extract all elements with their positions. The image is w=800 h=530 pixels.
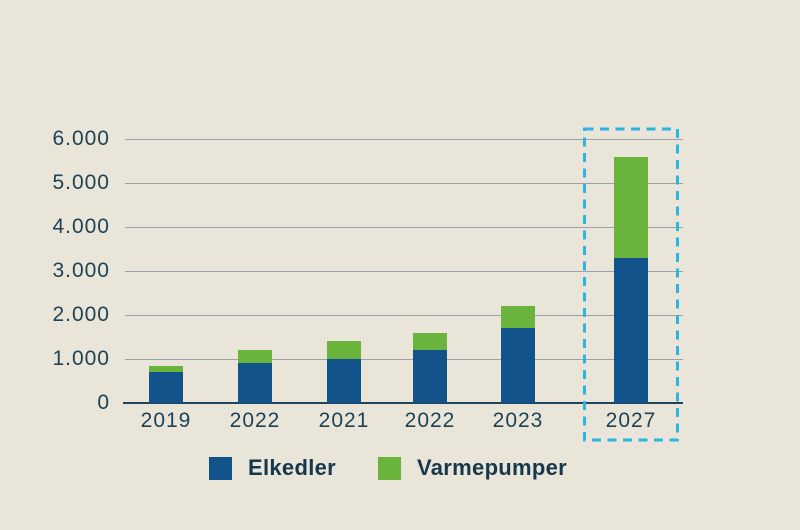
x-tick-2023: 2023 bbox=[492, 409, 544, 432]
elkedler-color-swatch bbox=[209, 456, 232, 480]
bar-segment-elkedler-2019 bbox=[149, 372, 183, 403]
x-tick-2019: 2019 bbox=[140, 409, 192, 432]
y-tick-label: 4.000 bbox=[52, 215, 110, 238]
x-tick-2022: 2022 bbox=[229, 409, 281, 432]
dashed-rect-icon bbox=[583, 127, 679, 442]
x-tick-2021: 2021 bbox=[318, 409, 370, 432]
bar-segment-elkedler-2022 bbox=[238, 363, 272, 403]
bar-segment-varmepumper-2022 bbox=[238, 350, 272, 364]
varmepumper-color-swatch bbox=[378, 456, 402, 480]
legend-label-varmepumper: Varmepumper bbox=[417, 455, 568, 480]
gridline-3.000 bbox=[125, 270, 683, 272]
y-tick-label: 6.000 bbox=[52, 127, 110, 150]
legend: Elkedler Varmepumper bbox=[209, 455, 567, 481]
bar-segment-elkedler-2023 bbox=[501, 328, 535, 403]
bar-segment-varmepumper-2023 bbox=[501, 306, 535, 329]
y-tick-label: 0 bbox=[97, 391, 110, 414]
y-tick-label: 2.000 bbox=[52, 303, 110, 326]
gridline-2.000 bbox=[125, 314, 683, 316]
x-tick-2027: 2027 bbox=[605, 409, 657, 432]
bar-segment-elkedler-2022 bbox=[413, 350, 447, 403]
legend-label-elkedler: Elkedler bbox=[248, 455, 337, 480]
gridline-1.000 bbox=[125, 358, 683, 360]
bar-segment-elkedler-2021 bbox=[327, 359, 361, 403]
y-tick-label: 5.000 bbox=[52, 171, 110, 194]
bar-segment-varmepumper-2021 bbox=[327, 341, 361, 359]
legend-item-varmepumper: Varmepumper bbox=[378, 455, 567, 481]
y-tick-label: 1.000 bbox=[52, 347, 110, 370]
x-tick-2022: 2022 bbox=[404, 409, 456, 432]
legend-item-elkedler: Elkedler bbox=[209, 455, 336, 481]
highlight-box-2027 bbox=[583, 127, 679, 442]
bar-segment-elkedler-2027 bbox=[614, 257, 648, 403]
x-axis-line bbox=[123, 402, 683, 404]
gridline-5.000 bbox=[125, 182, 683, 184]
gridline-6.000 bbox=[125, 138, 683, 140]
y-tick-label: 3.000 bbox=[52, 259, 110, 282]
bar-segment-varmepumper-2019 bbox=[149, 365, 183, 373]
bar-segment-varmepumper-2022 bbox=[413, 332, 447, 351]
bar-segment-varmepumper-2027 bbox=[614, 156, 648, 258]
gridline-4.000 bbox=[125, 226, 683, 228]
